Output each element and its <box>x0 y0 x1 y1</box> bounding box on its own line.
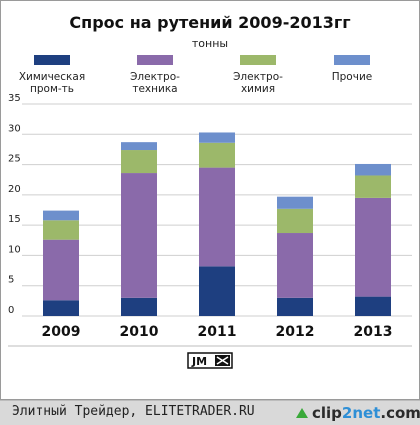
chart-subtitle: тонны <box>192 37 228 50</box>
bar-segment <box>199 167 235 267</box>
bar-segment <box>43 300 79 316</box>
bar-segment <box>199 266 235 316</box>
bar-segment <box>277 208 313 234</box>
y-tick-label: 25 <box>8 154 21 165</box>
bar-segment <box>355 296 391 316</box>
bar-segment <box>355 163 391 176</box>
clip2net-badge[interactable]: clip2net.com <box>296 403 420 423</box>
bar-segment <box>355 175 391 198</box>
jm-logo-cross-icon <box>216 356 229 365</box>
x-tick-label: 2012 <box>276 324 315 340</box>
legend-label: Электро- <box>130 71 180 83</box>
legend-label: Химическая <box>19 71 85 83</box>
chart-title: Спрос на рутений 2009-2013гг <box>69 13 350 32</box>
bar-segment <box>199 132 235 143</box>
y-tick-label: 30 <box>8 123 21 134</box>
y-tick-label: 10 <box>8 244 21 255</box>
bar-segment <box>277 196 313 209</box>
ruthenium-demand-chart: Спрос на рутений 2009-2013гг тонны Химичес… <box>0 0 420 400</box>
y-tick-label: 15 <box>8 214 21 225</box>
chart-panel: Спрос на рутений 2009-2013гг тонны Химичес… <box>0 0 420 400</box>
bar-segment <box>43 210 79 221</box>
y-tick-label: 0 <box>8 305 14 316</box>
footer-bar: Элитный Трейдер, ELITETRADER.RU clip2net… <box>0 400 420 425</box>
legend-swatch <box>240 55 276 65</box>
footer-source-text: Элитный Трейдер, ELITETRADER.RU <box>12 404 255 419</box>
bar-segment <box>199 142 235 168</box>
legend-label: химия <box>241 83 275 95</box>
legend-swatch <box>334 55 370 65</box>
legend-label: Электро- <box>233 71 283 83</box>
bar-segment <box>121 173 157 298</box>
bar-segment <box>43 220 79 240</box>
bar-segment <box>121 297 157 316</box>
legend-label: техника <box>132 83 177 95</box>
bar-segment <box>355 197 391 297</box>
jm-logo-text: JM <box>191 355 207 368</box>
bar-segment <box>277 297 313 316</box>
bar-segment <box>121 142 157 151</box>
x-tick-label: 2010 <box>120 324 159 340</box>
y-tick-label: 35 <box>8 93 21 104</box>
legend-label: пром-ть <box>30 83 74 95</box>
upload-arrow-icon <box>296 408 308 418</box>
bar-segment <box>121 150 157 174</box>
legend-swatch <box>137 55 173 65</box>
bar-segment <box>43 239 79 301</box>
clip2net-text: clip2net.com <box>312 404 420 422</box>
bar-segment <box>277 233 313 298</box>
x-tick-label: 2011 <box>198 324 237 340</box>
y-tick-label: 5 <box>8 275 14 286</box>
x-tick-label: 2013 <box>354 324 393 340</box>
legend-swatch <box>34 55 70 65</box>
y-tick-label: 20 <box>8 184 21 195</box>
legend-label: Прочие <box>332 71 372 83</box>
x-tick-label: 2009 <box>42 324 81 340</box>
